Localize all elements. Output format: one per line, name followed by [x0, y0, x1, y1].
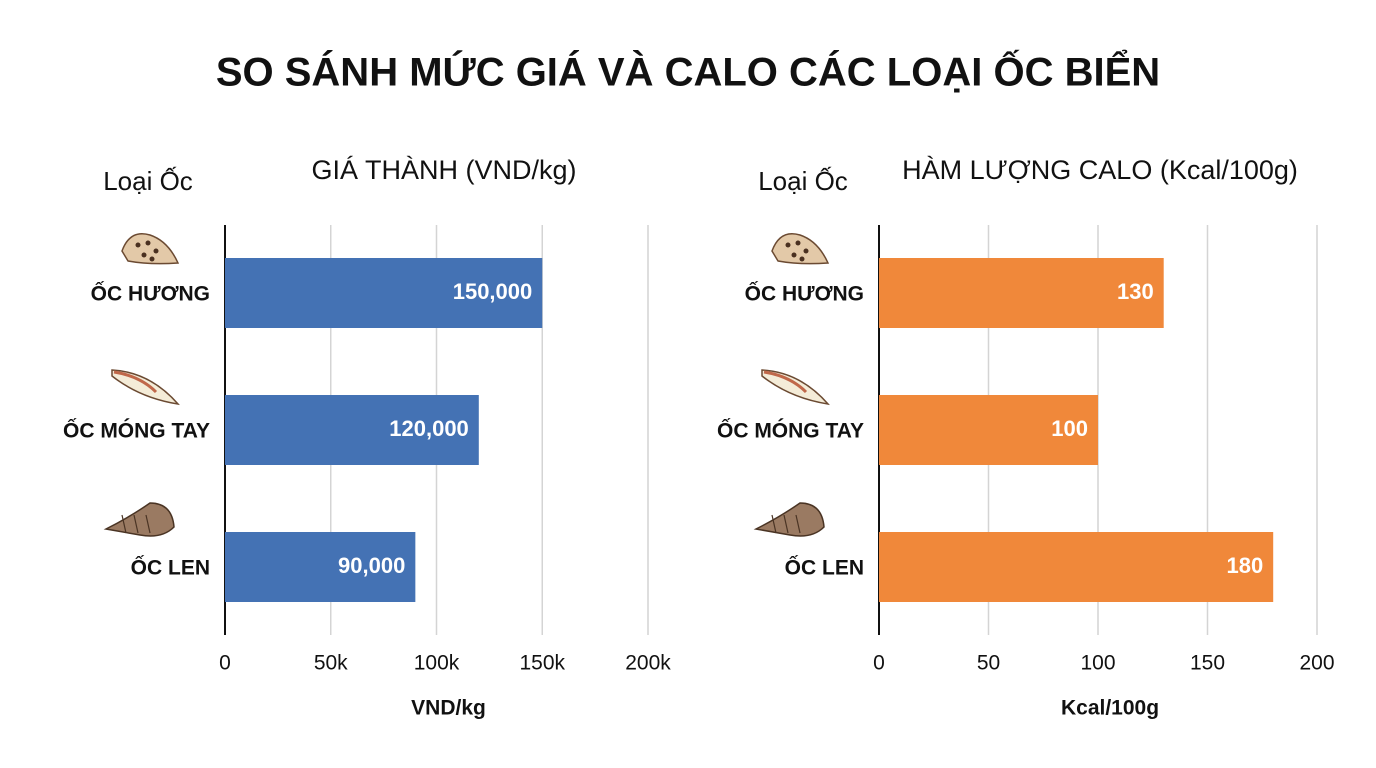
shell-stripe [763, 370, 808, 394]
shell-ridge [133, 514, 139, 534]
shell-spot [803, 248, 809, 254]
value-label: 120,000 [389, 416, 469, 441]
value-label: 150,000 [453, 279, 533, 304]
bar [225, 258, 543, 328]
category-label: ỐC MÓNG TAY [717, 419, 864, 443]
shell-ridge [795, 514, 801, 534]
shell-icon [121, 233, 180, 265]
bar [879, 395, 1098, 465]
shell-spot [145, 240, 151, 246]
shell-ridge [121, 514, 127, 534]
shell-icon [103, 502, 175, 537]
x-tick-label: 50k [314, 652, 348, 675]
x-tick-label: 0 [219, 652, 231, 675]
shell-spot [785, 242, 791, 248]
shell-spot [135, 242, 141, 248]
bar [225, 395, 479, 465]
category-label: ỐC HƯƠNG [745, 282, 864, 306]
page-title: SO SÁNH MỨC GIÁ VÀ CALO CÁC LOẠI ỐC BIỂN [216, 48, 1160, 95]
category-axis-title: Loại Ốc [758, 166, 848, 196]
x-axis-title: VND/kg [411, 697, 486, 720]
shell-spot [795, 240, 801, 246]
category-label: ỐC LEN [131, 556, 210, 580]
shell-ridge [771, 514, 777, 534]
value-label: 90,000 [338, 553, 405, 578]
value-label: 130 [1117, 279, 1154, 304]
shell-ridge [783, 514, 789, 534]
bar [225, 532, 416, 602]
shell-icon [761, 369, 830, 406]
bar [879, 532, 1274, 602]
x-tick-label: 150k [519, 652, 565, 675]
chart-title: HÀM LƯỢNG CALO (Kcal/100g) [902, 155, 1298, 185]
value-label: 100 [1051, 416, 1088, 441]
bar [879, 258, 1164, 328]
shell-spot [149, 256, 155, 262]
value-label: 180 [1226, 553, 1263, 578]
x-tick-label: 100k [414, 652, 460, 675]
x-tick-label: 200k [625, 652, 671, 675]
shell-icon [111, 369, 180, 406]
x-tick-label: 150 [1190, 652, 1225, 675]
category-axis-title: Loại Ốc [103, 166, 193, 196]
chart-title: GIÁ THÀNH (VND/kg) [311, 155, 576, 185]
shell-spot [799, 256, 805, 262]
category-label: ỐC LEN [785, 556, 864, 580]
category-label: ỐC HƯƠNG [91, 282, 210, 306]
shell-ridge [145, 514, 151, 534]
x-tick-label: 200 [1299, 652, 1334, 675]
shell-icon [771, 233, 830, 265]
shell-icon [753, 502, 825, 537]
x-tick-label: 50 [977, 652, 1000, 675]
shell-stripe [113, 370, 158, 394]
x-tick-label: 0 [873, 652, 885, 675]
shell-spot [791, 252, 797, 258]
shell-spot [141, 252, 147, 258]
shell-spot [153, 248, 159, 254]
category-label: ỐC MÓNG TAY [63, 419, 210, 443]
x-axis-title: Kcal/100g [1061, 697, 1159, 720]
x-tick-label: 100 [1080, 652, 1115, 675]
